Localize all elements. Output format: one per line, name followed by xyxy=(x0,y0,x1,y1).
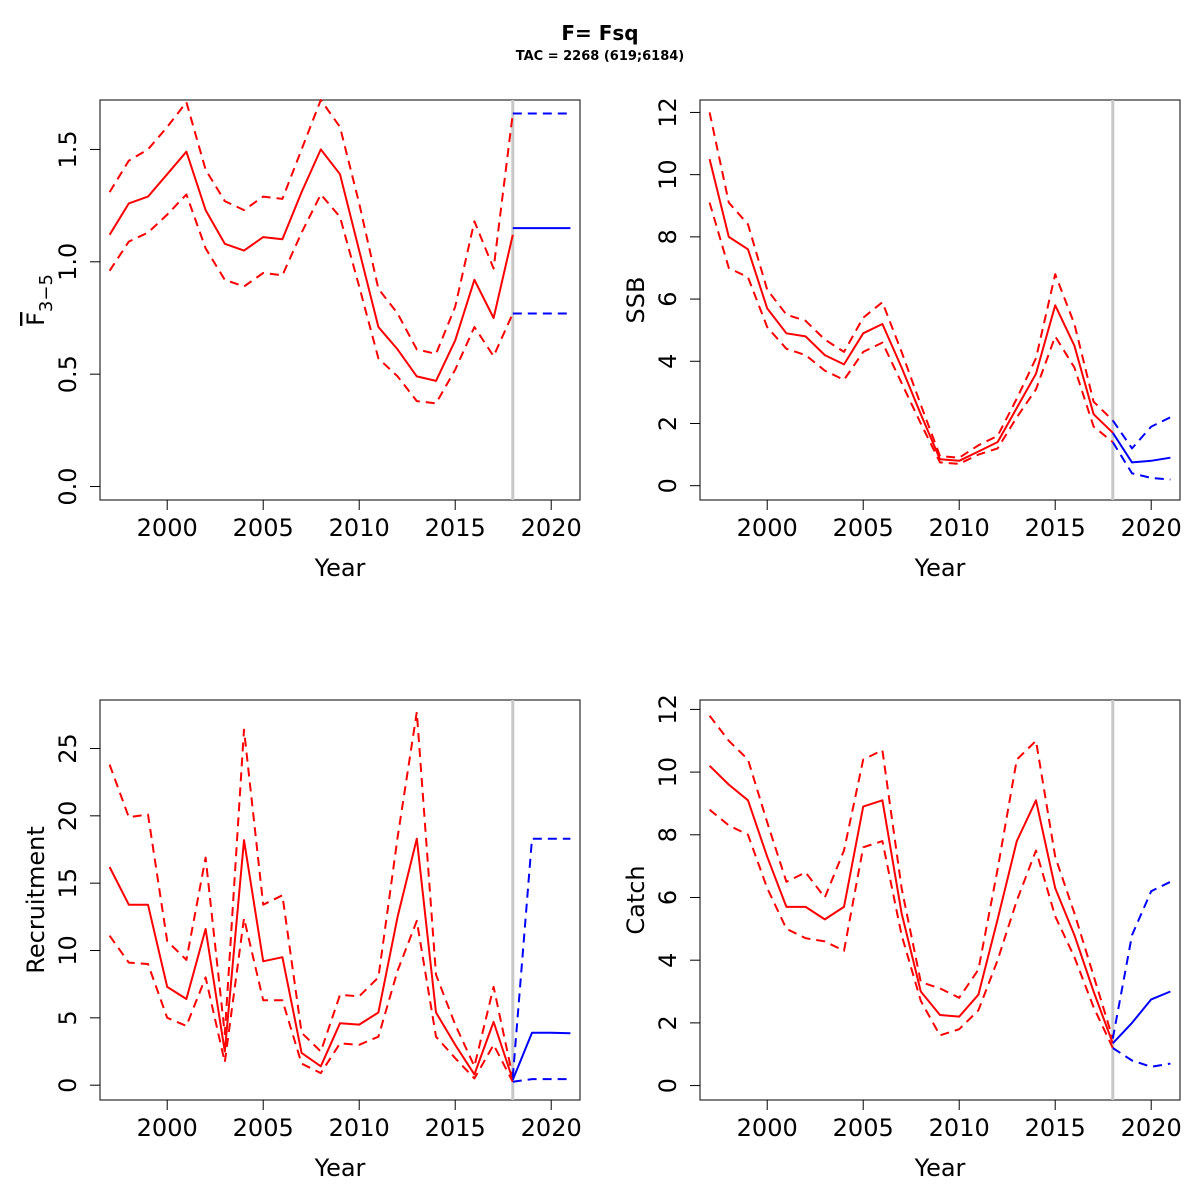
historical-median-line xyxy=(108,148,514,382)
projection-lower-bound-line xyxy=(1111,441,1171,481)
y-tick-label: 0 xyxy=(654,478,682,493)
x-axis-title: Year xyxy=(914,554,966,582)
historical-lower-bound-line xyxy=(708,202,1114,465)
historical-median-line xyxy=(108,837,514,1081)
y-tick-label: 8 xyxy=(654,229,682,244)
projection-lower-bound-line xyxy=(1112,1047,1171,1068)
y-tick-label: 6 xyxy=(654,890,682,905)
x-tick-label: 2005 xyxy=(833,514,894,542)
y-tick-label: 0.5 xyxy=(54,355,82,393)
x-tick-label: 2010 xyxy=(329,514,390,542)
figure-title: F= Fsq xyxy=(561,21,638,45)
chart-panels: 2000 2005 2010 2015 20200.00.51.01.5YearF3−5… xyxy=(22,97,1182,1182)
x-tick-label: 2020 xyxy=(521,514,582,542)
x-tick-label: 2000 xyxy=(137,514,198,542)
projection-median-line xyxy=(1112,990,1171,1044)
plot-frame xyxy=(699,99,1181,501)
y-tick-label: 4 xyxy=(654,354,682,369)
y-axis-title: Catch xyxy=(622,865,650,934)
historical-lower-bound-line xyxy=(108,193,514,405)
historical-upper-bound-line xyxy=(108,711,514,1078)
x-tick-label: 2010 xyxy=(929,1114,990,1142)
y-tick-label: 2 xyxy=(654,1015,682,1030)
y-tick-label: 20 xyxy=(54,801,82,832)
y-tick-label: 25 xyxy=(54,733,82,764)
y-tick-label: 8 xyxy=(654,827,682,842)
y-tick-label: 2 xyxy=(654,416,682,431)
y-tick-label: 12 xyxy=(654,97,682,128)
projection-median-line xyxy=(511,1031,571,1081)
x-tick-label: 2000 xyxy=(737,514,798,542)
y-axis-title: Recruitment xyxy=(22,826,50,973)
historical-upper-bound-line xyxy=(708,715,1114,1039)
x-tick-label: 2020 xyxy=(521,1114,582,1142)
y-tick-label: 0.0 xyxy=(54,467,82,505)
x-tick-label: 2005 xyxy=(833,1114,894,1142)
y-axis-title: F3−5 xyxy=(22,274,57,326)
x-tick-label: 2000 xyxy=(737,1114,798,1142)
x-tick-label: 2020 xyxy=(1121,514,1182,542)
y-tick-label: 6 xyxy=(654,291,682,306)
panel-catch: 2000 2005 2010 2015 2020 0 2 4 6 8 10 12 Year Catch xyxy=(622,694,1182,1182)
x-tick-label: 2010 xyxy=(329,1114,390,1142)
x-tick-label: 2010 xyxy=(929,514,990,542)
x-tick-label: 2015 xyxy=(1025,514,1086,542)
projection-median-line xyxy=(1111,432,1171,464)
projection-upper-bound-line xyxy=(1111,880,1171,1039)
y-tick-label: 12 xyxy=(654,694,682,725)
projection-lower-bound-line xyxy=(512,1078,571,1083)
projection-upper-bound-line xyxy=(1111,416,1171,450)
panel-fbar: 2000 2005 2010 2015 2020 0.0 0.5 1.0 1.5 Year F3−5 xyxy=(22,99,582,582)
x-axis-title: Year xyxy=(914,1154,966,1182)
figure-subtitle: TAC = 2268 (619;6184) xyxy=(516,49,685,64)
x-axis-title: Year xyxy=(314,1154,366,1182)
y-tick-label: 10 xyxy=(654,757,682,788)
historical-upper-bound-line xyxy=(708,112,1114,459)
x-tick-label: 2015 xyxy=(425,1114,486,1142)
y-tick-label: 10 xyxy=(654,159,682,190)
plot-frame xyxy=(699,699,1181,1101)
y-tick-label: 0 xyxy=(54,1078,82,1093)
panel-ssb: 2000 2005 2010 2015 2020 0 2 4 6 8 10 12 Year SSB xyxy=(622,97,1182,582)
x-tick-label: 2000 xyxy=(137,1114,198,1142)
projection-upper-bound-line xyxy=(511,837,571,1078)
y-tick-label: 15 xyxy=(54,868,82,899)
y-tick-label: 10 xyxy=(54,935,82,966)
historical-upper-bound-line xyxy=(108,99,514,355)
historical-median-line xyxy=(708,765,1114,1044)
y-tick-label: 4 xyxy=(654,953,682,968)
x-tick-label: 2020 xyxy=(1121,1114,1182,1142)
x-tick-label: 2015 xyxy=(1025,1114,1086,1142)
plot-frame xyxy=(99,699,581,1101)
x-axis-title: Year xyxy=(314,554,366,582)
x-tick-label: 2005 xyxy=(233,1114,294,1142)
panel-recruitment: 2000 2005 2010 2015 2020 0 5 10 15 20 25 Year Recrui… xyxy=(22,699,582,1182)
historical-lower-bound-line xyxy=(708,808,1114,1049)
historical-median-line xyxy=(708,158,1114,462)
x-tick-label: 2015 xyxy=(425,514,486,542)
plot-frame xyxy=(99,99,581,501)
y-tick-label: 5 xyxy=(54,1010,82,1025)
y-tick-label: 1.5 xyxy=(54,130,82,168)
x-tick-label: 2005 xyxy=(233,514,294,542)
y-tick-label: 1.0 xyxy=(54,243,82,281)
historical-lower-bound-line xyxy=(108,917,514,1083)
y-axis-title: SSB xyxy=(622,277,650,324)
y-tick-label: 0 xyxy=(654,1078,682,1093)
